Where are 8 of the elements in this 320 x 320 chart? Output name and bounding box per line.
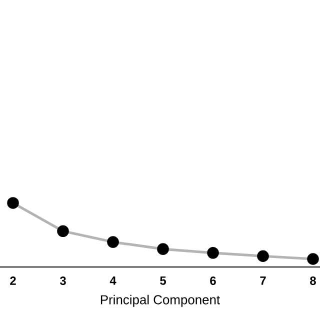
x-tick-label: 7	[260, 276, 266, 285]
x-axis-title: Principal Component	[100, 294, 220, 307]
x-tick-label: 6	[210, 276, 216, 285]
x-tick-label: 2	[10, 276, 16, 285]
x-tick-label: 3	[60, 276, 66, 286]
x-tick-label: 8	[310, 276, 316, 285]
x-tick-label: 4	[110, 276, 116, 285]
x-tick-label: 5	[160, 276, 166, 285]
